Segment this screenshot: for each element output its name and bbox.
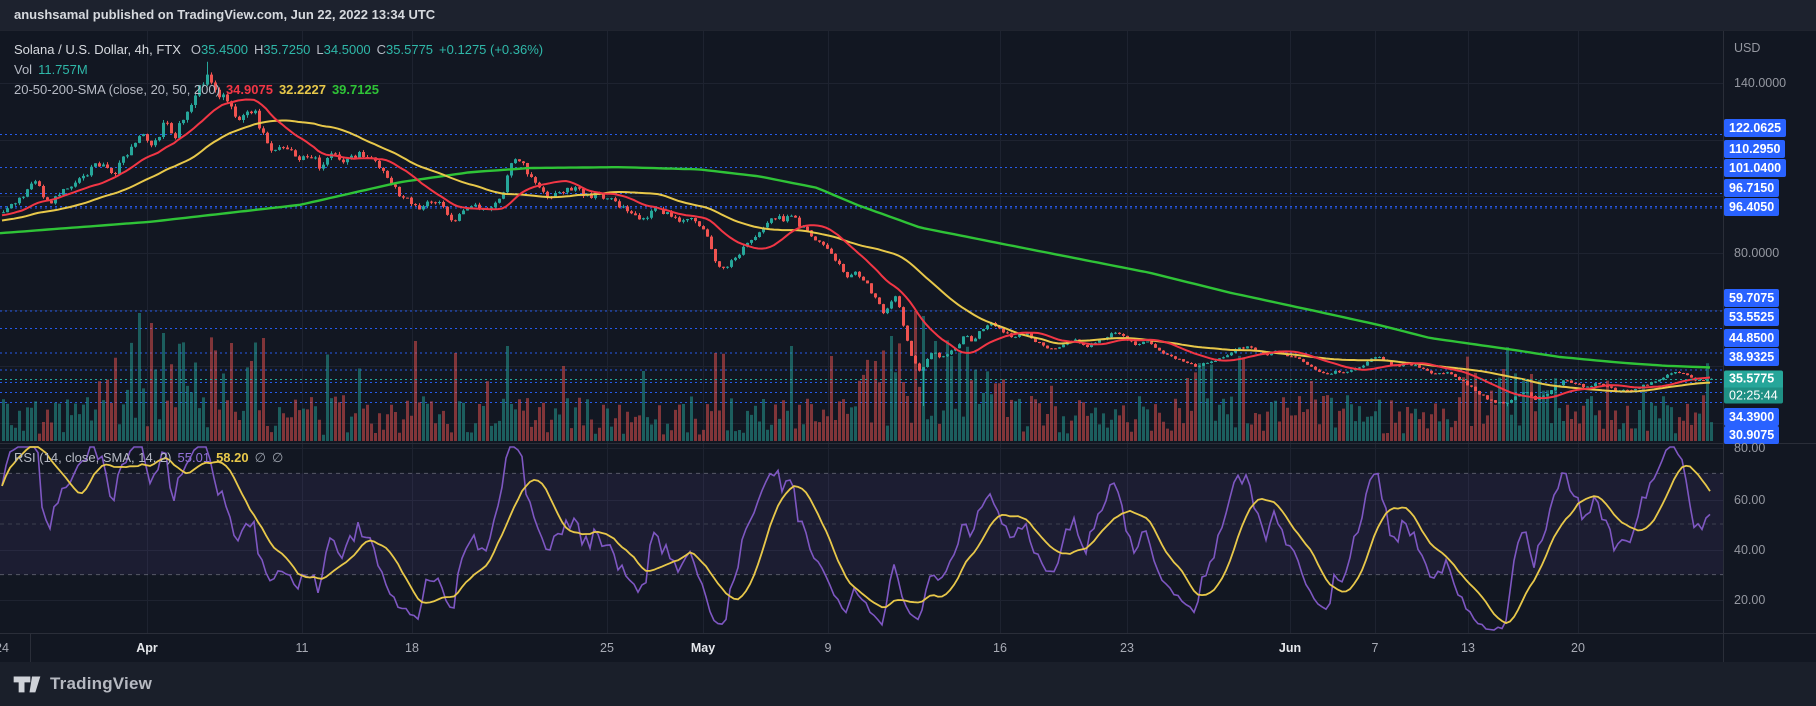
current-price-value: 35.5775: [1724, 370, 1783, 388]
price-level-chip: 96.7150: [1724, 179, 1780, 197]
rsi-ma-value: 58.20: [216, 450, 249, 465]
price-level-chip: 101.0400: [1724, 159, 1787, 177]
price-axis[interactable]: USD 140.0000 80.0000 122.0625 110.2950 101.04…: [1723, 30, 1816, 662]
time-axis[interactable]: 24 Apr 11 18 25 May 9 16 23 Jun 7 13 20: [0, 633, 1816, 662]
price-axis-currency: USD: [1734, 41, 1761, 55]
price-level-chip: 110.2950: [1724, 140, 1786, 158]
bar-countdown: 02:25:44: [1724, 387, 1783, 404]
sma200-value: 39.7125: [331, 82, 379, 97]
volume-value: 11.757M: [38, 62, 88, 77]
time-tick-label: 18: [405, 640, 419, 655]
time-tick-label: 25: [600, 640, 614, 655]
time-tick-label: 24: [0, 640, 9, 655]
rsi-tick-label: 40.00: [1734, 543, 1766, 557]
branding-bar: TradingView: [0, 662, 1816, 706]
symbol-title: Solana / U.S. Dollar, 4h, FTX: [14, 42, 181, 57]
open-value: 35.4500: [201, 42, 249, 57]
price-level-chip: 96.4050: [1724, 198, 1780, 216]
sma50-value: 32.2227: [278, 82, 326, 97]
close-value: 35.5775: [386, 42, 434, 57]
price-level-chip: 53.5525: [1724, 308, 1780, 326]
price-level-chip: 44.8500: [1724, 329, 1780, 347]
rsi-tick-label: 80.00: [1734, 441, 1766, 455]
time-tick-label: 13: [1461, 640, 1475, 655]
price-tick-label: 80.0000: [1734, 246, 1780, 260]
price-level-chip: 34.3900: [1724, 408, 1780, 426]
publish-info-text: anushsamal published on TradingView.com,…: [14, 7, 436, 22]
current-price-chip: 35.5775 02:25:44: [1724, 370, 1783, 404]
sma-label: 20-50-200-SMA (close, 20, 50, 200): [14, 82, 220, 97]
time-tick-label: 7: [1371, 640, 1379, 655]
rsi-tick-label: 60.00: [1734, 493, 1766, 507]
price-level-chip: 30.9075: [1724, 426, 1780, 444]
time-tick-label: 23: [1120, 640, 1134, 655]
time-tick-label: May: [690, 640, 716, 655]
price-level-chip: 59.7075: [1724, 289, 1780, 307]
change-value: +0.1275 (+0.36%): [439, 42, 544, 57]
sma-legend: 20-50-200-SMA (close, 20, 50, 200) 34.907…: [14, 82, 385, 97]
volume-legend: Vol 11.757M: [14, 62, 94, 77]
high-value: 35.7250: [263, 42, 311, 57]
low-value: 34.5000: [323, 42, 371, 57]
sma20-value: 34.9075: [225, 82, 273, 97]
open-label: O: [190, 42, 202, 57]
tradingview-logo-icon[interactable]: [12, 672, 42, 696]
volume-label: Vol: [14, 62, 33, 77]
price-level-chip: 38.9325: [1724, 348, 1780, 366]
rsi-label: RSI (14, close, SMA, 14, 2): [14, 450, 172, 465]
rsi-empty-1: ∅: [254, 450, 266, 465]
time-tick-label: 20: [1571, 640, 1585, 655]
time-tick-label: 11: [295, 640, 309, 655]
time-tick-label: 16: [993, 640, 1007, 655]
publish-info-bar: anushsamal published on TradingView.com,…: [0, 0, 1816, 30]
time-tick-label: Apr: [136, 640, 158, 655]
close-label: C: [376, 42, 387, 57]
low-label: L: [316, 42, 324, 57]
time-tick-label: 9: [824, 640, 832, 655]
rsi-value: 55.01: [177, 450, 211, 465]
rsi-legend: RSI (14, close, SMA, 14, 2) 55.01 58.20 ∅ ∅: [14, 450, 289, 466]
symbol-legend: Solana / U.S. Dollar, 4h, FTX O35.4500 H35…: [14, 42, 549, 57]
price-tick-label: 140.0000: [1734, 76, 1787, 90]
tradingview-logo-text[interactable]: TradingView: [50, 674, 153, 693]
rsi-empty-2: ∅: [271, 450, 284, 465]
time-tick-label: Jun: [1278, 640, 1302, 655]
high-label: H: [254, 42, 264, 57]
price-level-chip: 122.0625: [1724, 119, 1787, 137]
rsi-tick-label: 20.00: [1734, 593, 1766, 607]
